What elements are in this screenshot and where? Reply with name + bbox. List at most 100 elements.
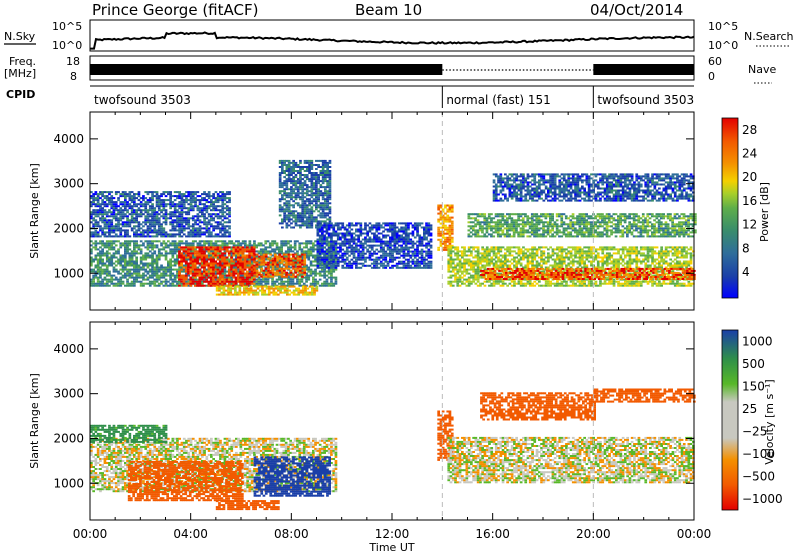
heatmap-cell: [301, 166, 304, 168]
heatmap-cell: [326, 192, 329, 194]
heatmap-cell: [248, 269, 251, 271]
heatmap-cell: [113, 229, 116, 231]
heatmap-cell: [147, 244, 150, 246]
heatmap-cell: [205, 271, 208, 273]
heatmap-cell: [97, 197, 100, 199]
heatmap-cell: [286, 202, 289, 204]
heatmap-cell: [302, 286, 305, 288]
heatmap-cell: [283, 190, 286, 192]
heatmap-cell: [201, 265, 204, 267]
heatmap-cell: [398, 263, 401, 265]
heatmap-cell: [181, 229, 184, 231]
heatmap-cell: [289, 250, 292, 252]
heatmap-cell: [315, 192, 318, 194]
heatmap-cell: [95, 193, 98, 195]
heatmap-cell: [341, 237, 344, 239]
heatmap-cell: [323, 227, 326, 229]
heatmap-cell: [239, 286, 242, 288]
heatmap-cell: [353, 249, 356, 251]
heatmap-cell: [201, 246, 204, 248]
heatmap-cell: [286, 208, 289, 210]
heatmap-cell: [234, 288, 237, 290]
heatmap-cell: [113, 231, 116, 233]
heatmap-cell: [135, 221, 138, 223]
heatmap-cell: [360, 243, 363, 245]
heatmap-cell: [142, 225, 145, 227]
heatmap-cell: [226, 244, 229, 246]
heatmap-cell: [147, 252, 150, 254]
heatmap-cell: [268, 294, 271, 296]
heatmap-cell: [353, 261, 356, 263]
heatmap-cell: [353, 247, 356, 249]
heatmap-cell: [264, 283, 267, 285]
heatmap-cell: [330, 255, 333, 257]
heatmap-cell: [235, 283, 238, 285]
heatmap-cell: [133, 240, 136, 242]
heatmap-cell: [292, 266, 295, 268]
heatmap-cell: [135, 259, 138, 261]
heatmap-cell: [323, 281, 326, 283]
heatmap-cell: [122, 191, 125, 193]
heatmap-cell: [330, 271, 333, 273]
heatmap-cell: [185, 197, 188, 199]
heatmap-cell: [113, 271, 116, 273]
heatmap-cell: [97, 283, 100, 285]
heatmap-cell: [181, 225, 184, 227]
heatmap-cell: [310, 271, 313, 273]
heatmap-cell: [174, 203, 177, 205]
heatmap-cell: [224, 235, 227, 237]
heatmap-cell: [322, 210, 325, 212]
heatmap-cell: [216, 286, 219, 288]
heatmap-cell: [126, 275, 129, 277]
heatmap-cell: [321, 229, 324, 231]
heatmap-cell: [292, 220, 295, 222]
heatmap-cell: [394, 239, 397, 241]
heatmap-cell: [330, 222, 333, 224]
heatmap-cell: [311, 224, 314, 226]
heatmap-cell: [242, 281, 245, 283]
heatmap-cell: [380, 257, 383, 259]
heatmap-cell: [113, 240, 116, 242]
heatmap-cell: [178, 213, 181, 215]
heatmap-cell: [219, 244, 222, 246]
heatmap-cell: [104, 227, 107, 229]
heatmap-cell: [194, 277, 197, 279]
heatmap-cell: [329, 166, 332, 168]
heatmap-cell: [348, 235, 351, 237]
heatmap-cell: [224, 221, 227, 223]
heatmap-cell: [276, 272, 279, 274]
heatmap-cell: [192, 233, 195, 235]
heatmap-cell: [292, 268, 295, 270]
heatmap-cell: [178, 273, 181, 275]
heatmap-cell: [306, 160, 309, 162]
freq-top-tick: 18: [66, 55, 80, 68]
heatmap-cell: [165, 199, 168, 201]
heatmap-cell: [153, 252, 156, 254]
heatmap-cell: [140, 197, 143, 199]
heatmap-cell: [135, 265, 138, 267]
heatmap-cell: [185, 277, 188, 279]
heatmap-cell: [281, 164, 284, 166]
heatmap-cell: [330, 257, 333, 259]
heatmap-cell: [153, 211, 156, 213]
heatmap-cell: [269, 276, 272, 278]
heatmap-cell: [375, 259, 378, 261]
heatmap-cell: [324, 190, 327, 192]
heatmap-cell: [115, 225, 118, 227]
heatmap-cell: [95, 225, 98, 227]
heatmap-cell: [174, 240, 177, 242]
heatmap-cell: [185, 285, 188, 287]
heatmap-cell: [210, 215, 213, 217]
heatmap-cell: [346, 229, 349, 231]
heatmap-cell: [153, 269, 156, 271]
heatmap-cell: [178, 191, 181, 193]
heatmap-cell: [321, 253, 324, 255]
heatmap-cell: [131, 229, 134, 231]
heatmap-cell: [226, 259, 229, 261]
heatmap-cell: [235, 279, 238, 281]
heatmap-cell: [283, 264, 286, 266]
heatmap-cell: [237, 255, 240, 257]
heatmap-cell: [355, 265, 358, 267]
heatmap-cell: [101, 217, 104, 219]
heatmap-cell: [281, 194, 284, 196]
